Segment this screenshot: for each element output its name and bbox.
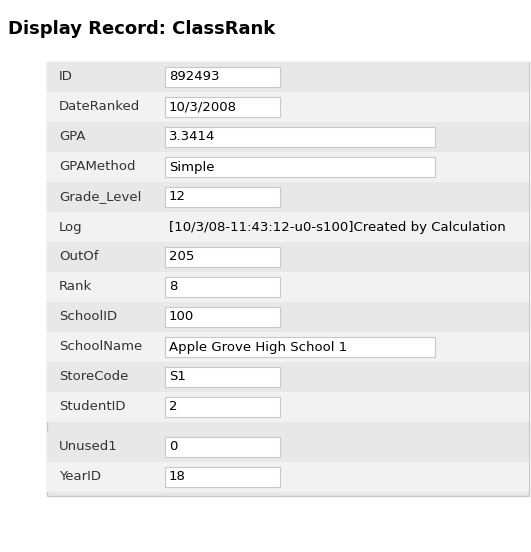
Bar	[165, 97, 280, 117]
Text: Grade_Level: Grade_Level	[59, 190, 141, 204]
Text: 0: 0	[169, 440, 177, 454]
Bar	[47, 242, 529, 272]
Text: 12: 12	[169, 190, 186, 204]
Bar	[165, 247, 280, 267]
Bar	[165, 157, 435, 177]
Bar	[47, 62, 529, 496]
Text: DateRanked: DateRanked	[59, 100, 140, 114]
Bar	[165, 397, 280, 417]
Bar	[47, 362, 529, 392]
Text: ID: ID	[59, 71, 73, 83]
Text: S1: S1	[169, 370, 186, 384]
Bar	[47, 302, 529, 332]
Bar	[165, 187, 280, 207]
Bar	[47, 62, 529, 92]
Text: Log: Log	[59, 220, 83, 233]
Text: 3.3414: 3.3414	[169, 130, 216, 144]
Bar	[47, 122, 529, 152]
Text: StoreCode: StoreCode	[59, 370, 129, 384]
Bar	[165, 437, 280, 457]
Text: 205: 205	[169, 251, 194, 263]
Bar	[165, 127, 435, 147]
Text: 2: 2	[169, 401, 177, 413]
Text: YearID: YearID	[59, 470, 101, 484]
Text: SchoolName: SchoolName	[59, 341, 142, 353]
Bar	[47, 392, 529, 422]
Bar	[47, 92, 529, 122]
Bar	[47, 212, 529, 242]
Text: 892493: 892493	[169, 71, 219, 83]
Text: Rank: Rank	[59, 280, 92, 294]
Text: 8: 8	[169, 280, 177, 294]
Bar	[165, 67, 280, 87]
Text: GPA: GPA	[59, 130, 85, 144]
Text: Simple: Simple	[169, 161, 215, 173]
Bar	[47, 152, 529, 182]
Bar	[47, 462, 529, 492]
Bar	[47, 432, 529, 462]
Bar	[165, 307, 280, 327]
Text: 10/3/2008: 10/3/2008	[169, 100, 237, 114]
Text: StudentID: StudentID	[59, 401, 125, 413]
Text: 100: 100	[169, 310, 194, 323]
Text: Display Record: ClassRank: Display Record: ClassRank	[8, 20, 275, 38]
Bar	[47, 182, 529, 212]
Text: [10/3/08-11:43:12-u0-s100]Created by Calculation: [10/3/08-11:43:12-u0-s100]Created by Cal…	[169, 220, 506, 233]
Text: GPAMethod: GPAMethod	[59, 161, 135, 173]
Text: Unused1: Unused1	[59, 440, 118, 454]
Text: 18: 18	[169, 470, 186, 484]
Text: SchoolID: SchoolID	[59, 310, 117, 323]
Bar	[47, 332, 529, 362]
Bar	[165, 367, 280, 387]
Text: Apple Grove High School 1: Apple Grove High School 1	[169, 341, 347, 353]
Bar	[165, 467, 280, 487]
Text: OutOf: OutOf	[59, 251, 98, 263]
Bar	[165, 277, 280, 297]
Bar	[47, 272, 529, 302]
Bar	[165, 337, 435, 357]
